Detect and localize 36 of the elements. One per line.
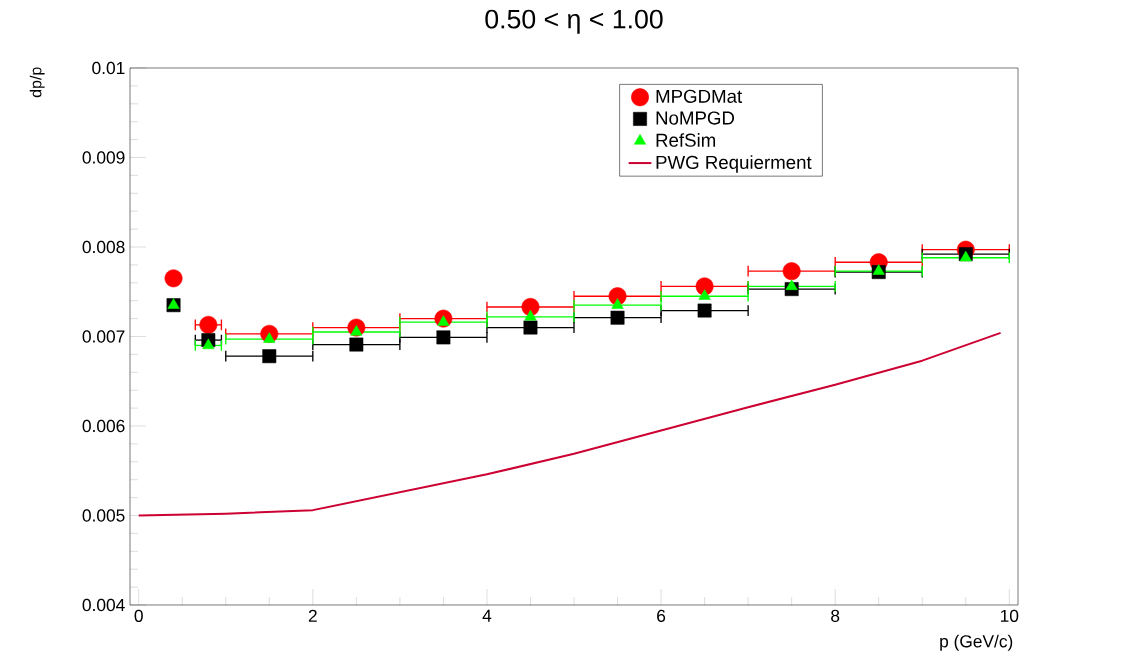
point [164, 269, 183, 288]
point [167, 298, 180, 309]
point [610, 310, 625, 325]
y-tick-label: 0.006 [82, 419, 125, 433]
x-tick-label: 4 [482, 609, 492, 622]
y-tick-label: 0.007 [82, 330, 125, 343]
point [785, 279, 798, 290]
x-tick-label: 10 [1000, 609, 1019, 622]
legend-label: PWG Requierment [656, 155, 812, 173]
x-axis-title: p (GeV/c) [940, 634, 1013, 651]
x-tick-label: 6 [657, 609, 666, 622]
point [782, 262, 801, 281]
point [524, 309, 537, 321]
point [349, 337, 364, 352]
point [872, 264, 885, 275]
point [698, 289, 711, 300]
legend-label: NoMPGD [656, 111, 735, 125]
y-tick-label: 0.004 [82, 598, 125, 612]
point [202, 338, 215, 350]
point [611, 298, 624, 309]
y-tick-label: 0.009 [82, 151, 125, 164]
x-tick-label: 2 [308, 609, 317, 622]
x-tick-label: 0 [134, 609, 143, 622]
point [262, 349, 277, 364]
point [199, 315, 218, 334]
point [436, 330, 451, 345]
chart-title: 0.50 < η < 1.00 [485, 9, 663, 34]
x-tick-label: 8 [831, 609, 840, 622]
y-axis-title: dp/p [29, 67, 45, 98]
legend-label: MPGDMat [656, 89, 743, 103]
point [697, 303, 712, 318]
y-tick-label: 0.01 [92, 61, 125, 75]
legend-label: RefSim [656, 133, 716, 147]
y-tick-label: 0.008 [82, 240, 125, 254]
point [523, 320, 538, 335]
y-tick-label: 0.005 [82, 509, 125, 522]
